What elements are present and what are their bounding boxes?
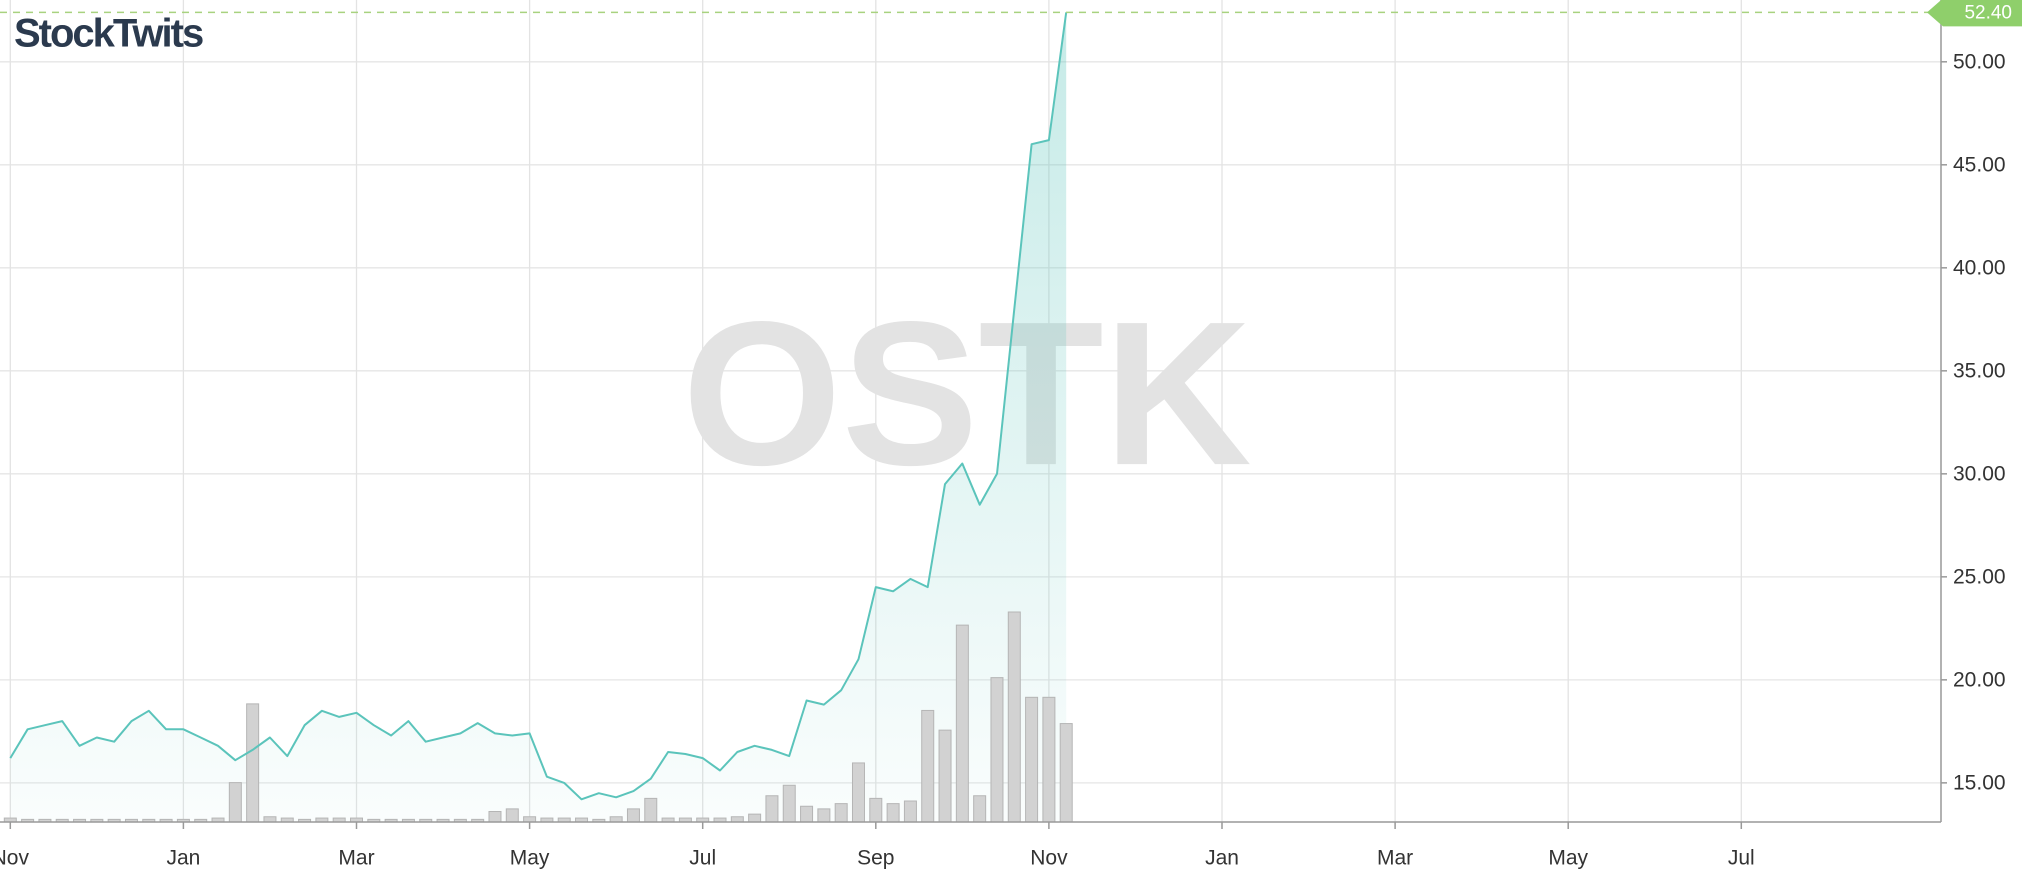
x-tick-label: Jul [1728,847,1755,870]
brand-logo: StockTwits [14,12,203,56]
volume-bar [834,803,848,823]
volume-bar [523,816,537,823]
y-tick-label: 45.00 [1953,153,2006,176]
volume-bar [1025,696,1039,823]
last-price-badge [1927,0,2022,27]
y-tick-label: 50.00 [1953,50,2006,73]
volume-bar [1059,723,1073,823]
volume-bar [505,808,519,823]
volume-bar [886,803,900,823]
x-tick-label: Nov [0,847,29,870]
volume-bar [228,782,242,823]
y-tick-label: 40.00 [1953,256,2006,279]
price-line [9,12,1068,801]
volume-bar [626,808,640,823]
volume-bar [938,729,952,823]
volume-bar [765,795,779,823]
volume-bar [748,813,762,823]
plot [3,12,1073,823]
y-tick-label: 25.00 [1953,565,2006,588]
x-tick-label: May [510,847,550,870]
volume-bar [990,677,1004,823]
x-tick-label: May [1548,847,1588,870]
y-tick-label: 15.00 [1953,771,2006,794]
volume-bar [488,811,502,823]
y-tick-label: 20.00 [1953,668,2006,691]
volume-bar [609,816,623,823]
volume-bar [973,795,987,823]
volume-bar [921,709,935,823]
x-tick-label: Jan [166,847,200,870]
volume-bar [955,624,969,823]
x-tick-label: Mar [1377,847,1413,870]
volume-bar [1042,696,1056,823]
volume-bar [263,816,277,823]
y-tick-label: 35.00 [1953,359,2006,382]
volume-bar [851,762,865,823]
volume-bar [644,797,658,823]
x-tick-label: Nov [1030,847,1068,870]
volume-bar [817,808,831,823]
volume-bar [782,784,796,823]
volume-bar [869,797,883,823]
last-price-label: 52.40 [1964,2,2012,23]
x-tick-label: Jan [1205,847,1239,870]
volume-bar [800,805,814,823]
x-tick-label: Jul [689,847,716,870]
x-tick-label: Sep [857,847,894,870]
x-tick-label: Mar [338,847,374,870]
volume-bar [903,800,917,823]
volume-bar [246,703,260,823]
volume-bar [1007,611,1021,823]
y-tick-label: 30.00 [1953,462,2006,485]
watermark: OSTK [682,279,1251,508]
volume-bar [730,816,744,823]
